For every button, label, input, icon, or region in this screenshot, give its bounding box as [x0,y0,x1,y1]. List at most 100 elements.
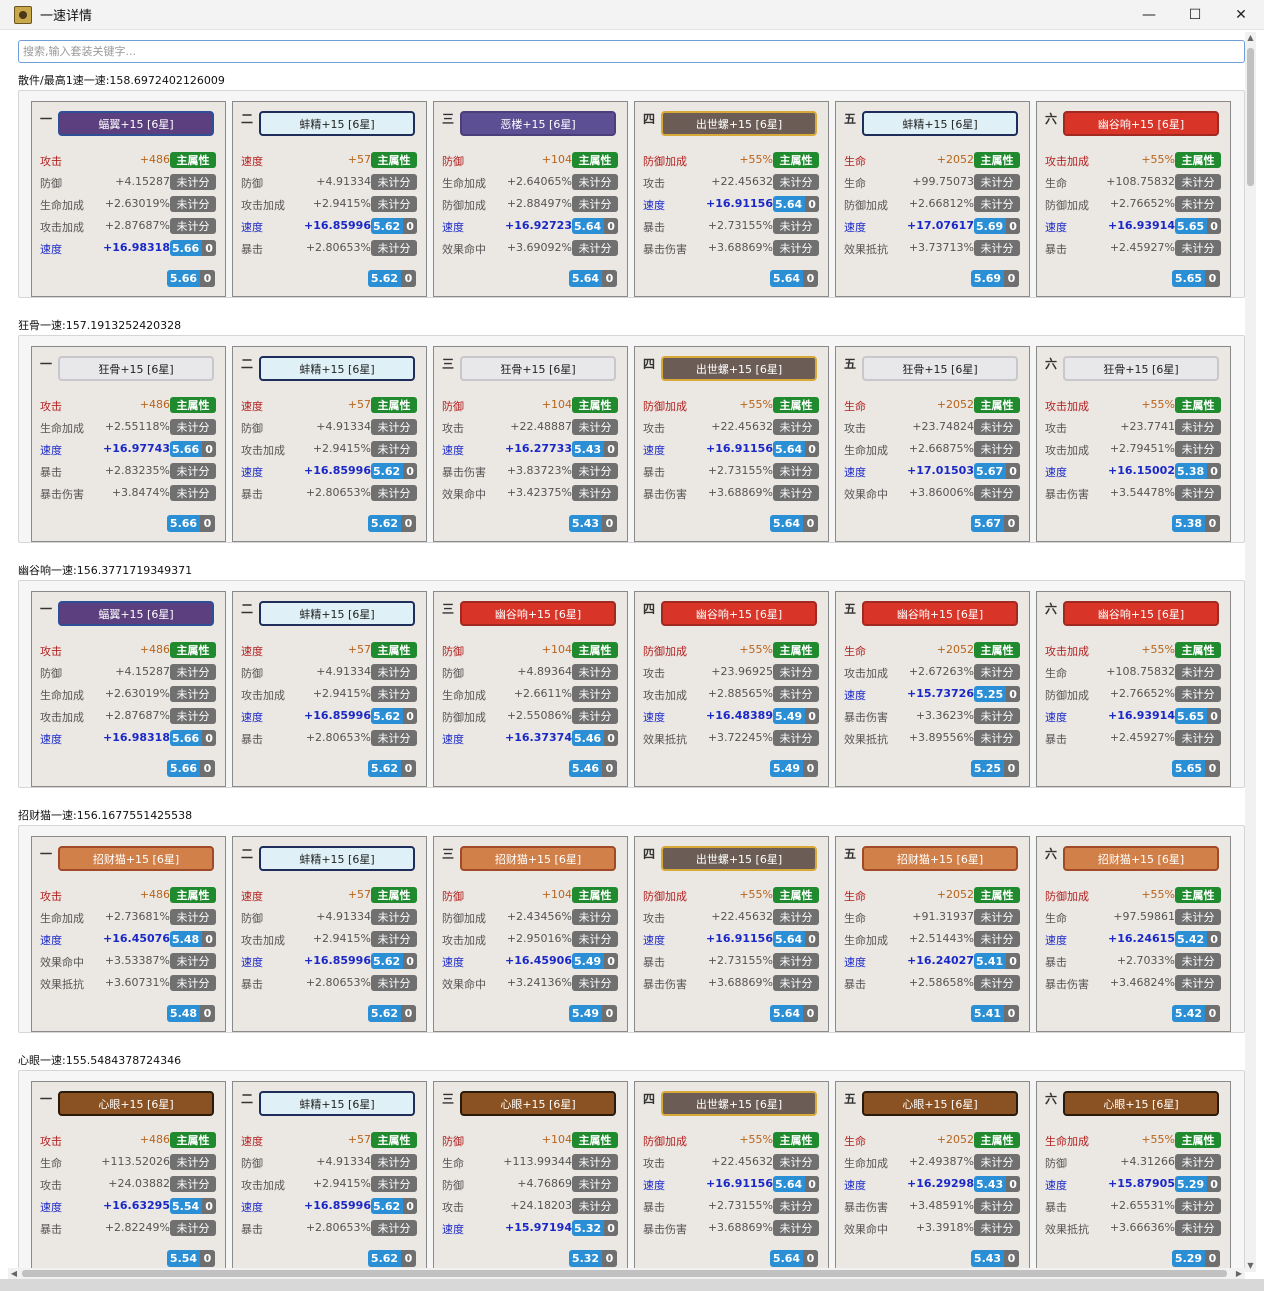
score-zero: 0 [202,240,216,256]
close-button[interactable]: ✕ [1235,7,1247,23]
speed-score-tag: 5.43 0 [572,441,618,457]
maximize-button[interactable]: ☐ [1188,7,1202,23]
stat-name: 速度 [241,221,263,234]
stat-row: 速度 +16.45906 5.49 0 [442,952,618,970]
scroll-up-icon[interactable]: ▲ [1247,33,1254,42]
scroll-left-icon[interactable]: ◀ [10,1269,18,1278]
soul-card[interactable]: 一狂骨+15 [6星] 攻击 +486 主属性 生命加成 +2.55118% 未计分 速度 +1… [31,346,226,542]
soul-card[interactable]: 六心眼+15 [6星] 生命加成 +55% 主属性 防御 +4.31266 未计分 速度 +15… [1036,1081,1231,1277]
stat-row: 攻击 +486 主属性 [40,396,216,414]
vertical-scroll-thumb[interactable] [1247,48,1254,186]
stat-name: 暴击 [1045,243,1067,256]
scroll-right-icon[interactable]: ▶ [1235,1269,1243,1278]
soul-card[interactable]: 五招财猫+15 [6星] 生命 +2052 主属性 生命 +91.31937 未计分 生命加成… [835,836,1030,1032]
soul-card[interactable]: 五幽谷响+15 [6星] 生命 +2052 主属性 攻击加成 +2.67263% 未计分 速度… [835,591,1030,787]
stat-value: +2.9415% [312,687,371,700]
soul-card[interactable]: 六招财猫+15 [6星] 防御加成 +55% 主属性 生命 +97.59861 未计分 速度 +… [1036,836,1231,1032]
stat-row: 暴击 +2.7033% 未计分 [1045,952,1221,970]
soul-card[interactable]: 五狂骨+15 [6星] 生命 +2052 主属性 攻击 +23.74824 未计分 生命加成 +… [835,346,1030,542]
main-attribute-tag: 主属性 [170,887,216,903]
set-name-badge: 蚌精+15 [6星] [259,846,415,871]
stat-row: 速度 +16.37374 5.46 0 [442,729,618,747]
soul-card[interactable]: 一心眼+15 [6星] 攻击 +486 主属性 生命 +113.52026 未计分 攻击 +24… [31,1081,226,1277]
stat-value: +2.63019% [104,687,170,700]
stat-value: +2.82249% [104,1221,170,1234]
stat-row: 暴击 +2.73155% 未计分 [643,462,819,480]
speed-score-value: 5.62 [373,1199,401,1213]
card-total-score: 5.66 0 [167,515,215,532]
soul-card[interactable]: 一招财猫+15 [6星] 攻击 +486 主属性 生命加成 +2.73681% 未计分 速度 +… [31,836,226,1032]
speed-score-value: 5.43 [574,442,602,456]
total-score-value: 5.46 [571,762,600,775]
horizontal-scroll-thumb[interactable] [22,1270,1227,1277]
speed-score-value: 5.66 [172,241,200,255]
stat-row: 生命 +2052 主属性 [844,886,1020,904]
vertical-scrollbar[interactable]: ▲ ▼ [1245,32,1256,1272]
stat-name: 攻击 [643,422,665,435]
search-input[interactable] [18,40,1245,63]
stat-name: 暴击 [643,956,665,969]
stat-row: 速度 +16.24615 5.42 0 [1045,930,1221,948]
speed-score-tag: 5.41 0 [974,953,1020,969]
stat-row: 防御 +4.15287 未计分 [40,173,216,191]
stat-row: 攻击 +23.96925 未计分 [643,663,819,681]
soul-card[interactable]: 四出世螺+15 [6星] 防御加成 +55% 主属性 攻击 +22.45632 未计分 速度 +… [634,346,829,542]
soul-card[interactable]: 三幽谷响+15 [6星] 防御 +104 主属性 防御 +4.89364 未计分 生命加成 +2… [433,591,628,787]
stat-row: 防御加成 +2.76652% 未计分 [1045,195,1221,213]
soul-card[interactable]: 六幽谷响+15 [6星] 攻击加成 +55% 主属性 生命 +108.75832 未计分 防御… [1036,591,1231,787]
stat-name: 攻击加成 [241,444,285,457]
minimize-button[interactable]: — [1142,7,1156,23]
main-attribute-tag: 主属性 [1175,887,1221,903]
unscored-tag: 未计分 [974,909,1020,925]
stat-row: 生命加成 +2.55118% 未计分 [40,418,216,436]
unscored-tag: 未计分 [572,1198,618,1214]
soul-card[interactable]: 三心眼+15 [6星] 防御 +104 主属性 生命 +113.99344 未计分 防御 +4.… [433,1081,628,1277]
soul-card[interactable]: 四出世螺+15 [6星] 防御加成 +55% 主属性 攻击 +22.45632 未计分 速度 +… [634,1081,829,1277]
stat-value: +2.58658% [908,976,974,989]
total-score-value: 5.65 [1174,762,1203,775]
stat-row: 效果命中 +3.53387% 未计分 [40,952,216,970]
stat-row: 速度 +16.85996 5.62 0 [241,952,417,970]
soul-card[interactable]: 六狂骨+15 [6星] 攻击加成 +55% 主属性 攻击 +23.7741 未计分 攻击加成 +… [1036,346,1231,542]
slot-position: 二 [241,112,254,126]
soul-card[interactable]: 四幽谷响+15 [6星] 防御加成 +55% 主属性 攻击 +23.96925 未计分 攻击加… [634,591,829,787]
soul-card[interactable]: 二蚌精+15 [6星] 速度 +57 主属性 防御 +4.91334 未计分 攻击加成 +2.9… [232,836,427,1032]
soul-card[interactable]: 四出世螺+15 [6星] 防御加成 +55% 主属性 攻击 +22.45632 未计分 速度 +… [634,101,829,297]
stat-row: 防御 +4.91334 未计分 [241,1153,417,1171]
soul-card[interactable]: 三狂骨+15 [6星] 防御 +104 主属性 攻击 +22.48887 未计分 速度 +16.… [433,346,628,542]
unscored-tag: 未计分 [170,708,216,724]
scroll-down-icon[interactable]: ▼ [1247,1261,1254,1270]
unscored-tag: 未计分 [1175,1154,1221,1170]
stat-name: 生命 [442,1157,464,1170]
soul-card[interactable]: 六幽谷响+15 [6星] 攻击加成 +55% 主属性 生命 +108.75832 未计分 防御… [1036,101,1231,297]
soul-card[interactable]: 五蚌精+15 [6星] 生命 +2052 主属性 生命 +99.75073 未计分 防御加成 +… [835,101,1030,297]
unscored-tag: 未计分 [371,1220,417,1236]
soul-card[interactable]: 二蚌精+15 [6星] 速度 +57 主属性 防御 +4.91334 未计分 攻击加成 +2.9… [232,591,427,787]
soul-card[interactable]: 五心眼+15 [6星] 生命 +2052 主属性 生命加成 +2.49387% 未计分 速度 +… [835,1081,1030,1277]
stat-name: 生命 [1045,912,1067,925]
soul-card[interactable]: 四出世螺+15 [6星] 防御加成 +55% 主属性 攻击 +22.45632 未计分 速度 +… [634,836,829,1032]
stat-name: 攻击加成 [40,221,84,234]
stat-name: 效果抵抗 [1045,1223,1089,1236]
soul-card[interactable]: 三招财猫+15 [6星] 防御 +104 主属性 防御加成 +2.43456% 未计分 攻击加… [433,836,628,1032]
stat-row: 防御加成 +2.43456% 未计分 [442,908,618,926]
stat-name: 攻击加成 [1045,444,1089,457]
card-total-score: 5.62 0 [368,515,416,532]
total-score-zero: 0 [401,270,416,287]
stat-name: 攻击加成 [1045,155,1089,168]
soul-card[interactable]: 一蝠翼+15 [6星] 攻击 +486 主属性 防御 +4.15287 未计分 生命加成 +2.… [31,101,226,297]
speed-score-value: 5.43 [976,1177,1004,1191]
unscored-tag: 未计分 [572,664,618,680]
slot-position: 三 [442,602,455,616]
total-score-value: 5.32 [571,1252,600,1265]
soul-card[interactable]: 二蚌精+15 [6星] 速度 +57 主属性 防御 +4.91334 未计分 攻击加成 +2.9… [232,346,427,542]
horizontal-scrollbar[interactable]: ◀ ▶ [8,1268,1245,1279]
total-score-zero: 0 [803,760,818,777]
soul-card[interactable]: 三恶楼+15 [6星] 防御 +104 主属性 生命加成 +2.64065% 未计分 防御加成… [433,101,628,297]
slot-position: 四 [643,1092,656,1106]
soul-card[interactable]: 一蝠翼+15 [6星] 攻击 +486 主属性 防御 +4.15287 未计分 生命加成 +2.… [31,591,226,787]
soul-card[interactable]: 二蚌精+15 [6星] 速度 +57 主属性 防御 +4.91334 未计分 攻击加成 +2.9… [232,1081,427,1277]
main-attribute-tag: 主属性 [170,397,216,413]
stat-name: 暴击伤害 [1045,488,1089,501]
soul-card[interactable]: 二蚌精+15 [6星] 速度 +57 主属性 防御 +4.91334 未计分 攻击加成 +2.9… [232,101,427,297]
